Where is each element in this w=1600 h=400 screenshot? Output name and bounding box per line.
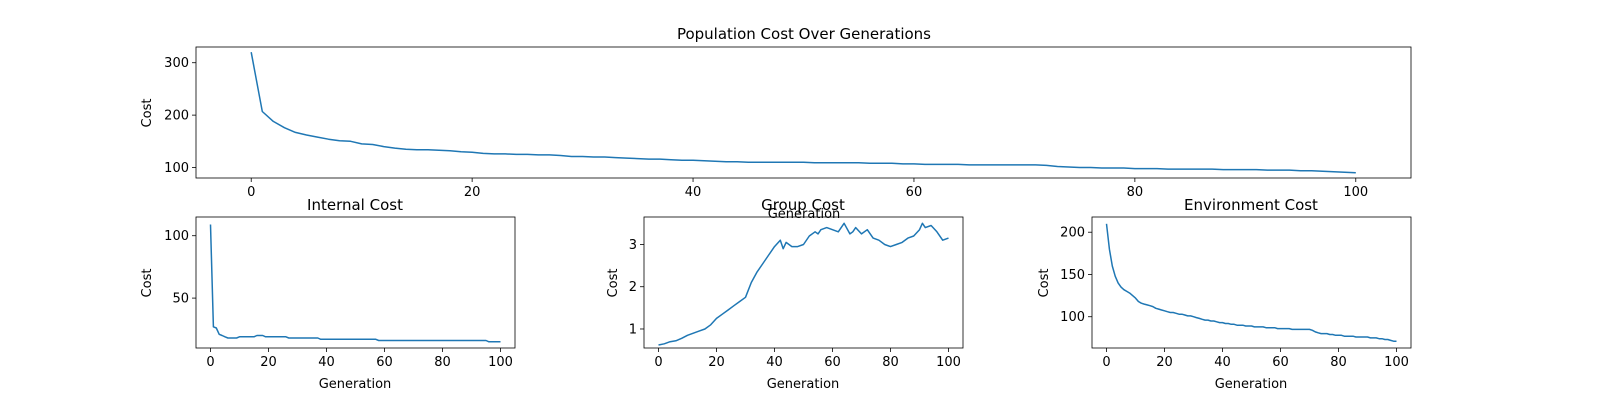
population-cost-panel: Population Cost Over Generations Generat… [140,25,1412,222]
x-tick-label: 100 [1343,185,1368,200]
plot-frame [195,46,1412,179]
y-tick-label: 200 [1060,226,1085,241]
y-tick-label: 100 [1060,310,1085,325]
x-axis-label: Generation [767,377,840,392]
x-tick-label: 0 [1102,355,1110,370]
internal-cost-panel: Internal Cost Generation Cost 0 20 40 60 80 1… [140,196,516,392]
x-tick-label: 80 [434,355,451,370]
x-tick-label: 20 [260,355,277,370]
y-tick-label: 3 [629,238,637,253]
x-tick-label: 80 [1330,355,1347,370]
plot-frame [195,216,516,349]
environment-cost-panel: Environment Cost Generation Cost 0 20 40 60… [1037,196,1412,392]
series-line [209,224,501,343]
series-line [1105,223,1397,342]
y-axis-label: Cost [140,99,155,128]
y-tick-label: 2 [629,280,637,295]
chart-title: Environment Cost [1184,196,1318,214]
x-tick-label: 100 [488,355,513,370]
y-tick-label: 200 [164,109,189,124]
x-tick-label: 20 [1156,355,1173,370]
x-tick-label: 80 [882,355,899,370]
x-tick-label: 60 [376,355,393,370]
x-tick-label: 40 [318,355,335,370]
x-tick-label: 0 [206,355,214,370]
x-tick-label: 0 [654,355,662,370]
x-tick-label: 20 [464,185,481,200]
x-tick-label: 100 [1384,355,1409,370]
x-tick-label: 60 [906,185,923,200]
group-cost-panel: Group Cost Generation Cost 0 20 40 60 80 100 1… [606,196,964,392]
y-axis-label: Cost [1037,269,1052,298]
chart-title: Internal Cost [307,196,403,214]
series-line [250,52,1356,174]
chart-title: Group Cost [761,196,845,214]
y-tick-label: 1 [629,322,637,337]
y-tick-label: 50 [172,292,189,307]
plot-frame [1091,216,1412,349]
chart-title: Population Cost Over Generations [677,25,931,43]
x-tick-label: 40 [766,355,783,370]
plot-frame [643,216,964,349]
y-tick-label: 150 [1060,268,1085,283]
y-tick-label: 300 [164,56,189,71]
y-tick-label: 100 [164,161,189,176]
x-axis-label: Generation [1215,377,1288,392]
x-axis-label: Generation [768,207,841,222]
x-axis-label: Generation [319,377,392,392]
x-tick-label: 80 [1127,185,1144,200]
x-tick-label: 60 [1272,355,1289,370]
x-tick-label: 100 [936,355,961,370]
series-line [658,222,949,346]
x-tick-label: 0 [247,185,255,200]
x-tick-label: 40 [1214,355,1231,370]
x-tick-label: 60 [824,355,841,370]
x-tick-label: 40 [685,185,702,200]
y-axis-label: Cost [606,269,621,298]
y-tick-label: 100 [164,229,189,244]
x-tick-label: 20 [708,355,725,370]
y-axis-label: Cost [140,269,155,298]
